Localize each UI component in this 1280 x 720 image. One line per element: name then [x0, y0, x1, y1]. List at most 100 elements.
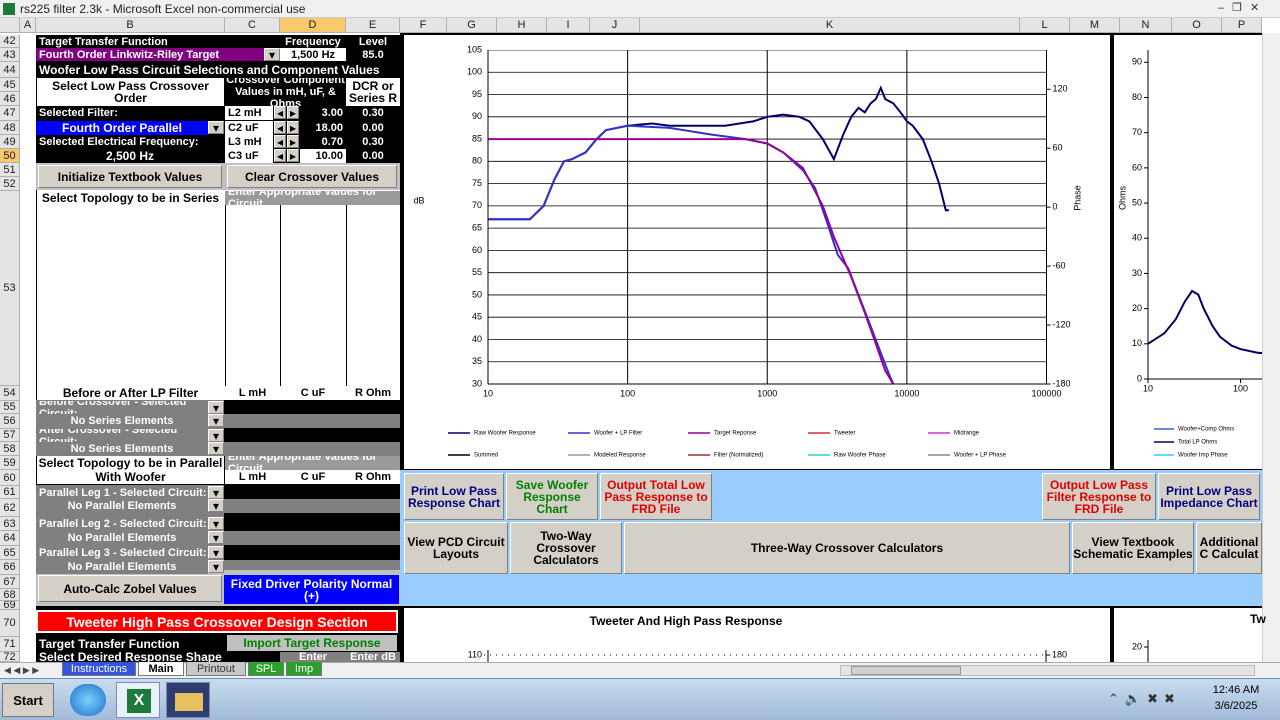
column-header[interactable]: I: [547, 18, 590, 33]
column-header[interactable]: H: [497, 18, 547, 33]
row-header[interactable]: 72: [0, 652, 20, 662]
dropdown-arrow[interactable]: ▾: [208, 121, 224, 134]
button[interactable]: Clear Crossover Values: [227, 165, 397, 188]
row-header[interactable]: 45: [0, 78, 20, 92]
column-header[interactable]: K: [640, 18, 1020, 33]
sheet-tab[interactable]: Printout: [186, 662, 246, 676]
column-header[interactable]: B: [36, 18, 225, 33]
row-header[interactable]: 54: [0, 386, 20, 401]
dropdown-arrow[interactable]: ▾: [208, 499, 224, 512]
row-header[interactable]: 42: [0, 35, 20, 48]
row-header[interactable]: 56: [0, 414, 20, 429]
window-controls[interactable]: –❐✕: [1218, 2, 1268, 14]
row-header[interactable]: 57: [0, 429, 20, 442]
dropdown-arrow[interactable]: ▾: [264, 48, 280, 61]
row-header[interactable]: 51: [0, 163, 20, 177]
cell: 85.0: [346, 48, 400, 61]
column-header[interactable]: L: [1020, 18, 1070, 33]
button[interactable]: View PCD Circuit Layouts: [404, 522, 508, 574]
column-header[interactable]: C: [225, 18, 280, 33]
row-header[interactable]: 62: [0, 499, 20, 517]
button[interactable]: Two-Way Crossover Calculators: [510, 522, 622, 574]
row-header[interactable]: 71: [0, 637, 20, 652]
horizontal-scrollbar[interactable]: [840, 665, 1255, 676]
row-header[interactable]: 69: [0, 601, 20, 610]
row-header[interactable]: 60: [0, 470, 20, 486]
spinner[interactable]: ▸: [287, 135, 299, 148]
column-header[interactable]: F: [400, 18, 447, 33]
button[interactable]: Output Low Pass Filter Response to FRD F…: [1042, 473, 1156, 520]
cell: Before Crossover - Selected Circuit:: [36, 401, 208, 414]
corner: [0, 18, 20, 33]
button[interactable]: Additional C Calculat: [1196, 522, 1262, 574]
sheet-tab[interactable]: SPL: [248, 662, 284, 676]
dropdown-arrow[interactable]: ▾: [208, 429, 224, 442]
row-header[interactable]: 66: [0, 560, 20, 575]
row-header[interactable]: 68: [0, 589, 20, 601]
button[interactable]: Print Low Pass Impedance Chart: [1158, 473, 1260, 520]
spinner[interactable]: ◂: [274, 121, 286, 134]
button[interactable]: Three-Way Crossover Calculators: [624, 522, 1070, 574]
column-header[interactable]: M: [1070, 18, 1120, 33]
sheet-tab[interactable]: Instructions: [62, 662, 136, 676]
row-header[interactable]: 48: [0, 121, 20, 135]
sheet-tab[interactable]: Main: [138, 662, 184, 676]
tab-scroll[interactable]: ◀ ◀ ▶ ▶: [4, 665, 40, 675]
button[interactable]: Print Low Pass Response Chart: [404, 473, 504, 520]
row-header[interactable]: 46: [0, 92, 20, 106]
sheet-tab[interactable]: Imp: [286, 662, 322, 676]
tray-icons[interactable]: ⌃🔈✖✖: [1108, 691, 1181, 706]
cell: No Parallel Elements: [36, 560, 208, 574]
start-button[interactable]: Start: [2, 683, 54, 717]
scroll-thumb[interactable]: [851, 666, 961, 675]
row-header[interactable]: 58: [0, 442, 20, 456]
column-header[interactable]: O: [1172, 18, 1222, 33]
row-header[interactable]: 44: [0, 62, 20, 78]
row-header[interactable]: 67: [0, 575, 20, 589]
row-header[interactable]: 59: [0, 456, 20, 470]
dropdown-arrow[interactable]: ▾: [208, 442, 224, 455]
x-tick-label: 10: [1143, 383, 1153, 393]
dropdown-arrow[interactable]: ▾: [208, 517, 224, 530]
row-header[interactable]: 65: [0, 546, 20, 560]
row-header[interactable]: 49: [0, 135, 20, 149]
explorer-task[interactable]: [166, 682, 210, 718]
spinner[interactable]: ▸: [287, 106, 299, 119]
column-header[interactable]: J: [590, 18, 640, 33]
dropdown-arrow[interactable]: ▾: [208, 531, 224, 544]
row-header[interactable]: 64: [0, 531, 20, 546]
dropdown-arrow[interactable]: ▾: [208, 401, 224, 414]
spinner[interactable]: ◂: [274, 149, 286, 162]
vertical-scrollbar[interactable]: [1262, 33, 1280, 662]
column-header[interactable]: G: [447, 18, 497, 33]
row-header[interactable]: 50: [0, 149, 20, 163]
excel-task[interactable]: X: [116, 682, 160, 718]
row-header[interactable]: 55: [0, 401, 20, 414]
row-header[interactable]: 70: [0, 610, 20, 637]
spinner[interactable]: ▸: [287, 121, 299, 134]
row-header[interactable]: 47: [0, 106, 20, 121]
dropdown-arrow[interactable]: ▾: [208, 486, 224, 499]
button[interactable]: Auto-Calc Zobel Values: [38, 575, 222, 602]
dropdown-arrow[interactable]: ▾: [208, 560, 224, 573]
dropdown-arrow[interactable]: ▾: [208, 546, 224, 559]
button[interactable]: Output Total Low Pass Response to FRD Fi…: [600, 473, 712, 520]
row-header[interactable]: 53: [0, 191, 20, 386]
column-header[interactable]: E: [346, 18, 400, 33]
spinner[interactable]: ▸: [287, 149, 299, 162]
column-header[interactable]: D: [280, 18, 346, 33]
button[interactable]: Initialize Textbook Values: [38, 165, 222, 188]
button[interactable]: Save Woofer Response Chart: [506, 473, 598, 520]
row-header[interactable]: 52: [0, 177, 20, 191]
column-header[interactable]: N: [1120, 18, 1172, 33]
row-header[interactable]: 63: [0, 517, 20, 531]
ie-icon[interactable]: [70, 684, 106, 716]
spinner[interactable]: ◂: [274, 135, 286, 148]
row-header[interactable]: 43: [0, 48, 20, 62]
column-header[interactable]: P: [1222, 18, 1262, 33]
column-header[interactable]: A: [20, 18, 36, 33]
button[interactable]: View Textbook Schematic Examples: [1072, 522, 1194, 574]
row-header[interactable]: 61: [0, 486, 20, 499]
dropdown-arrow[interactable]: ▾: [208, 414, 224, 427]
spinner[interactable]: ◂: [274, 106, 286, 119]
